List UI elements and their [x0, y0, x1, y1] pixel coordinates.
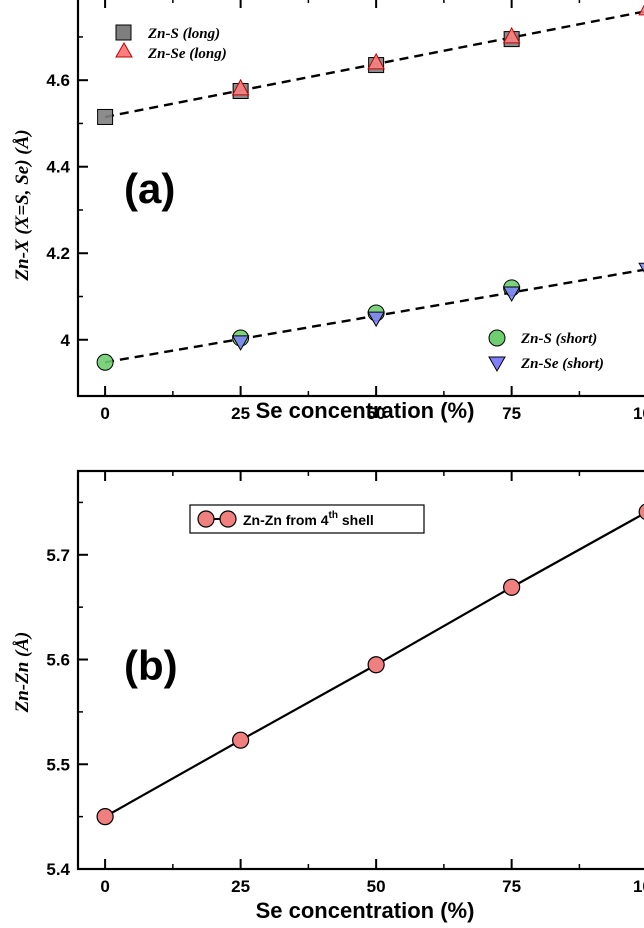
- legend-label-zn-s-long: Zn-S (long): [147, 26, 220, 42]
- x-tick-label: 75: [502, 404, 521, 423]
- panel-a-ticks: [78, 0, 581, 396]
- y-tick-label: 5.5: [46, 755, 70, 774]
- legend-box: [189, 504, 425, 534]
- panel-b-plot-frame: [76, 469, 644, 871]
- x-tick-label: 75: [502, 877, 521, 896]
- panel-a-label: (a): [124, 165, 175, 212]
- data-point: [231, 335, 250, 351]
- x-tick-label: 100: [633, 877, 644, 896]
- x-tick-label: 25: [231, 404, 250, 423]
- panel-b-label: (b): [124, 642, 178, 689]
- data-point: [96, 353, 114, 371]
- legend-label-zn-se-long: Zn-Se (long): [147, 46, 227, 62]
- panel-b-x-axis-title: Se concentration (%): [256, 898, 475, 923]
- y-tick-label: 4: [61, 331, 71, 350]
- legend-label-zn-zn: Zn-Zn from 4th shell: [243, 510, 374, 528]
- legend-square-icon: [115, 24, 132, 41]
- data-point: [638, 503, 644, 520]
- data-point: [502, 26, 521, 44]
- y-tick-label: 4.2: [46, 244, 70, 263]
- x-tick-label: 0: [100, 877, 109, 896]
- panel-b-chart: 0 25 50 75 100 5.4 5.5 5.6 5.7 (b) Se concentrat…: [12, 469, 644, 923]
- data-point: [367, 52, 385, 70]
- y-tick-label: 5.4: [46, 860, 70, 879]
- legend-circle-icon: [197, 510, 237, 528]
- data-point: [638, 4, 644, 16]
- legend-label-main: Zn-Zn from 4: [243, 512, 329, 528]
- panel-a-legend-short: Zn-S (short) Zn-Se (short): [488, 329, 604, 373]
- legend-label-rest: shell: [338, 512, 374, 528]
- x-tick-label: 25: [231, 877, 250, 896]
- panel-a-x-axis-title: Se concentration (%): [256, 398, 475, 423]
- y-tick-label: 5.6: [46, 651, 70, 670]
- panel-b-ticks: [78, 471, 581, 870]
- legend-triangle-down-icon: [488, 356, 506, 373]
- panel-a-chart: 0 25 50 75 100 4 4.2 4.4 4.6 (a) Se concentratio…: [12, 0, 644, 423]
- panel-a-plot-frame: [76, 0, 644, 398]
- data-point: [502, 286, 521, 303]
- panel-b-legend: Zn-Zn from 4th shell: [189, 504, 425, 534]
- data-point: [231, 78, 250, 96]
- panel-a-data-marks: [96, 4, 644, 371]
- data-point: [367, 656, 385, 674]
- panel-b-y-axis-title: Zn-Zn (Å): [12, 632, 33, 714]
- panel-a-y-axis-title: Zn-X (X=S, Se) (Å): [12, 129, 33, 281]
- data-point: [232, 731, 250, 749]
- panel-a-tick-labels: 0 25 50 75 100 4 4.2 4.4 4.6: [46, 71, 644, 423]
- data-point: [96, 808, 114, 826]
- x-tick-label: 50: [367, 404, 386, 423]
- data-point: [97, 108, 114, 125]
- panel-b-tick-labels: 0 25 50 75 100 5.4 5.5 5.6 5.7: [46, 546, 644, 896]
- legend-label-sup: th: [329, 510, 338, 521]
- y-tick-label: 5.7: [46, 546, 70, 565]
- panel-a-legend-long: Zn-S (long) Zn-Se (long): [115, 24, 227, 62]
- x-tick-label: 0: [100, 404, 109, 423]
- legend-circle-icon: [488, 329, 506, 347]
- legend-triangle-up-icon: [115, 41, 133, 58]
- y-tick-label: 4.4: [46, 158, 70, 177]
- x-tick-label: 50: [367, 877, 386, 896]
- legend-label-zn-se-short: Zn-Se (short): [520, 356, 604, 372]
- legend-label-zn-s-short: Zn-S (short): [520, 331, 597, 347]
- panel-b-data-marks: [96, 503, 644, 826]
- data-point: [638, 262, 644, 273]
- data-point: [503, 578, 521, 596]
- x-tick-label: 100: [633, 404, 644, 423]
- data-point: [367, 311, 385, 328]
- y-tick-label: 4.6: [46, 71, 70, 90]
